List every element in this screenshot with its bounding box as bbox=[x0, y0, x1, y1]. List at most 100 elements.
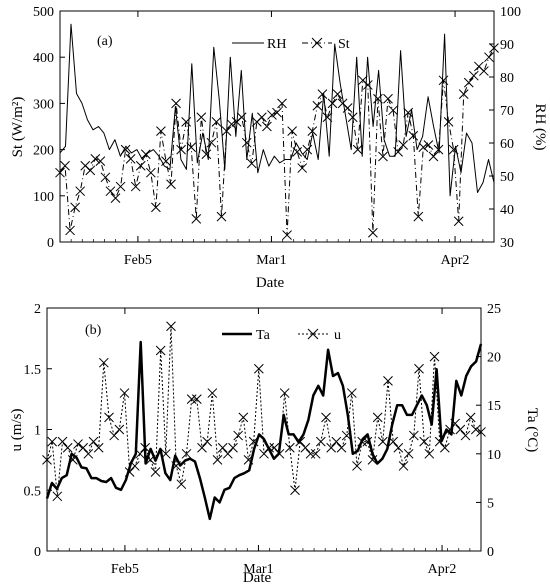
series-u-point-29 bbox=[191, 394, 202, 404]
series-st-point-23 bbox=[171, 98, 181, 109]
series-st-point-8 bbox=[95, 156, 106, 167]
series-st-point-67 bbox=[393, 147, 403, 157]
series-u-point-37 bbox=[233, 430, 244, 441]
panel-a-ytick-right-label-0: 30 bbox=[500, 236, 514, 251]
series-st-point-36 bbox=[236, 112, 247, 123]
series-u-point-57 bbox=[336, 442, 347, 453]
series-st-point-13 bbox=[120, 144, 131, 155]
series-u-point-47 bbox=[284, 442, 295, 453]
series-st-point-43 bbox=[272, 107, 282, 118]
panel-b-ytick-left-label-0: 0 bbox=[34, 545, 41, 560]
series-u-point-42 bbox=[259, 448, 269, 459]
series-u-point-83 bbox=[470, 424, 481, 435]
series-st-point-17 bbox=[140, 149, 151, 160]
series-u-point-31 bbox=[202, 436, 213, 447]
panel-a-ytick-right-label-3: 60 bbox=[500, 137, 514, 152]
panel-b-ylabel-right: Ta (°C) bbox=[524, 408, 540, 453]
series-rh-line bbox=[59, 23, 495, 197]
series-st-point-12 bbox=[115, 181, 126, 192]
panel-b-xtick-label-0: Feb5 bbox=[111, 562, 139, 577]
series-u-point-30 bbox=[197, 442, 207, 453]
series-u-line bbox=[46, 325, 482, 497]
series-st-line bbox=[59, 47, 495, 236]
series-u-point-65 bbox=[377, 436, 388, 447]
series-u-point-39 bbox=[243, 455, 254, 465]
series-u-point-51 bbox=[305, 448, 316, 459]
panel-a-ytick-left-label-5: 500 bbox=[33, 5, 54, 20]
series-st-point-45 bbox=[282, 230, 292, 240]
panel-a-ytick-right-label-2: 50 bbox=[500, 170, 514, 185]
panel-a-series bbox=[55, 23, 499, 240]
series-u-point-54 bbox=[321, 412, 331, 423]
series-st-point-42 bbox=[267, 110, 277, 120]
series-u-point-67 bbox=[388, 436, 399, 447]
series-st-point-6 bbox=[85, 165, 96, 176]
series-u-point-84 bbox=[476, 427, 486, 437]
series-st-point-4 bbox=[75, 186, 86, 197]
series-st-point-40 bbox=[257, 112, 267, 123]
legend-st-label: St bbox=[338, 37, 350, 52]
series-st-point-22 bbox=[166, 179, 176, 190]
series-st-point-30 bbox=[206, 137, 217, 148]
series-st-point-82 bbox=[468, 70, 479, 81]
series-st-point-69 bbox=[403, 107, 414, 118]
panel-a-ytick-right-label-7: 100 bbox=[500, 5, 521, 20]
series-u-point-63 bbox=[367, 455, 378, 465]
series-st-point-72 bbox=[418, 142, 429, 153]
panel-a-legend: RH St bbox=[232, 37, 350, 52]
series-u-point-3 bbox=[57, 436, 68, 447]
panel-b-ytick-right-label-1: 5 bbox=[487, 496, 494, 511]
panel-a-xtick-label-1: Mar1 bbox=[256, 253, 286, 268]
series-st-point-37 bbox=[241, 137, 252, 148]
series-u-point-64 bbox=[372, 412, 383, 423]
series-u-point-9 bbox=[88, 436, 99, 447]
series-st-point-38 bbox=[246, 158, 257, 169]
series-st-point-59 bbox=[352, 144, 363, 155]
series-st-point-26 bbox=[186, 142, 197, 153]
series-st-point-2 bbox=[65, 225, 75, 236]
series-st-point-1 bbox=[60, 160, 70, 171]
series-u-point-71 bbox=[408, 430, 419, 441]
series-st-point-41 bbox=[262, 121, 272, 132]
series-st-point-63 bbox=[373, 93, 383, 104]
series-u-point-5 bbox=[67, 455, 78, 465]
series-u-point-8 bbox=[83, 448, 94, 459]
panel-a-ytick-right-label-5: 80 bbox=[500, 71, 514, 86]
series-u-point-22 bbox=[155, 345, 166, 356]
series-u-point-59 bbox=[346, 388, 357, 398]
panel-a-ticks: 0 100 200 300 400 500 30 40 50 60 70 80 90 100 Feb5 Mar… bbox=[33, 5, 521, 268]
series-u-point-32 bbox=[207, 388, 218, 398]
legend-u-label: u bbox=[334, 328, 341, 343]
series-u-point-18 bbox=[135, 448, 145, 459]
series-u-point-15 bbox=[119, 388, 130, 398]
series-u-point-35 bbox=[222, 448, 233, 459]
series-u-point-34 bbox=[217, 442, 228, 453]
series-st-point-86 bbox=[489, 43, 499, 53]
series-u-point-74 bbox=[424, 448, 435, 459]
series-st-point-16 bbox=[135, 160, 146, 171]
series-st-point-48 bbox=[297, 163, 308, 173]
panel-a: (a) St (W/m²) RH (%) Date 0 100 200 300 400 5… bbox=[10, 5, 548, 291]
series-st-point-75 bbox=[433, 144, 444, 155]
series-u-point-80 bbox=[455, 424, 466, 435]
series-st-point-33 bbox=[221, 126, 232, 136]
series-u-point-56 bbox=[331, 436, 342, 447]
panel-a-xlabel: Date bbox=[256, 275, 285, 291]
series-u-point-33 bbox=[212, 455, 223, 465]
series-st-point-18 bbox=[145, 167, 156, 178]
series-u-point-50 bbox=[300, 442, 311, 453]
series-st-point-64 bbox=[378, 151, 388, 162]
series-u-point-73 bbox=[419, 436, 430, 447]
series-u-point-4 bbox=[62, 442, 73, 453]
series-st-point-7 bbox=[90, 153, 101, 164]
series-st-point-65 bbox=[383, 93, 393, 104]
series-u-point-1 bbox=[47, 436, 58, 447]
series-st-point-68 bbox=[398, 140, 409, 150]
series-u-point-61 bbox=[357, 436, 368, 447]
series-st-point-85 bbox=[484, 52, 494, 63]
legend-st-marker bbox=[311, 37, 323, 49]
series-u-point-11 bbox=[98, 357, 109, 368]
series-u-point-75 bbox=[429, 351, 440, 362]
series-st-point-53 bbox=[322, 112, 333, 123]
series-ta-line bbox=[45, 340, 483, 521]
